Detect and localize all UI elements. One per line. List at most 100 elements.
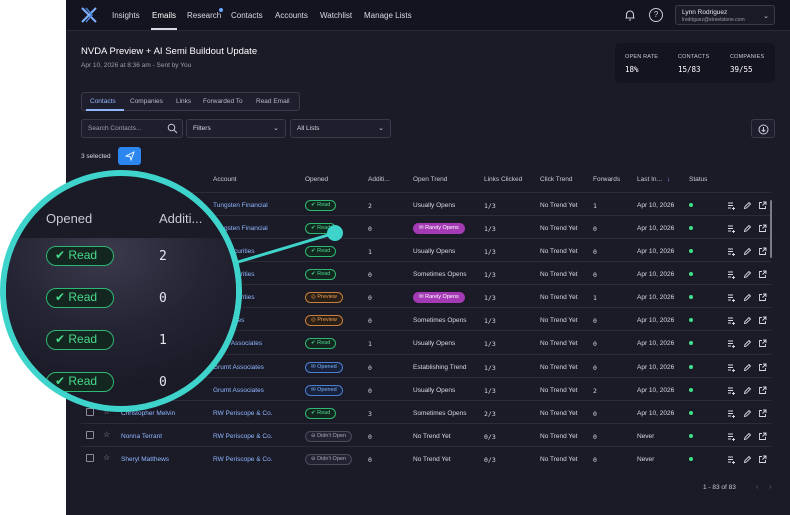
edit-icon[interactable] (743, 270, 752, 279)
nav-research[interactable]: Research (187, 11, 222, 20)
nav-manage-lists[interactable]: Manage Lists (364, 11, 412, 20)
col-status[interactable]: Status (689, 176, 708, 183)
nav-watchlist[interactable]: Watchlist (320, 11, 353, 20)
contact-name-link[interactable]: Nonna Terrant (121, 433, 163, 440)
forwards-count: 0 (593, 456, 597, 464)
status-dot (689, 411, 693, 415)
detail-tabs: Contacts Companies Links Forwarded To Re… (81, 92, 300, 111)
col-opened[interactable]: Opened (305, 176, 329, 183)
col-links-clicked[interactable]: Links Clicked (484, 176, 523, 183)
app-logo-icon[interactable] (81, 7, 97, 23)
row-checkbox[interactable] (86, 408, 94, 416)
account-link[interactable]: Grumt Associates (213, 387, 264, 394)
account-link[interactable]: Grumt Associates (213, 364, 264, 371)
open-external-icon[interactable] (758, 455, 767, 464)
tab-links[interactable]: Links (176, 98, 192, 105)
send-button[interactable] (118, 147, 141, 165)
edit-icon[interactable] (743, 316, 752, 325)
open-external-icon[interactable] (758, 432, 767, 441)
edit-icon[interactable] (743, 201, 752, 210)
add-to-list-icon[interactable] (727, 293, 736, 302)
open-external-icon[interactable] (758, 270, 767, 279)
add-to-list-icon[interactable] (727, 201, 736, 210)
filters-select[interactable]: Filters ⌄ (186, 119, 286, 138)
tab-read-email[interactable]: Read Email (256, 98, 290, 105)
edit-icon[interactable] (743, 224, 752, 233)
add-to-list-icon[interactable] (727, 339, 736, 348)
edit-icon[interactable] (743, 409, 752, 418)
star-icon[interactable]: ☆ (103, 407, 111, 416)
row-divider (81, 192, 771, 193)
account-link[interactable]: RW Periscope & Co. (213, 433, 273, 440)
edit-icon[interactable] (743, 363, 752, 372)
links-clicked: 1/3 (484, 317, 496, 325)
open-external-icon[interactable] (758, 409, 767, 418)
download-button[interactable] (751, 119, 775, 138)
add-to-list-icon[interactable] (727, 363, 736, 372)
open-external-icon[interactable] (758, 293, 767, 302)
col-additional[interactable]: Additi... (368, 176, 390, 183)
add-to-list-icon[interactable] (727, 432, 736, 441)
add-to-list-icon[interactable] (727, 270, 736, 279)
edit-icon[interactable] (743, 386, 752, 395)
tab-contacts[interactable]: Contacts (90, 98, 116, 105)
nav-contacts[interactable]: Contacts (231, 11, 263, 20)
open-external-icon[interactable] (758, 224, 767, 233)
nav-insights[interactable]: Insights (112, 11, 140, 20)
status-dot (689, 226, 693, 230)
star-icon[interactable]: ☆ (103, 453, 111, 462)
search-placeholder: Search Contacts... (88, 125, 142, 132)
tab-companies[interactable]: Companies (130, 98, 163, 105)
open-external-icon[interactable] (758, 247, 767, 256)
add-to-list-icon[interactable] (727, 247, 736, 256)
user-menu[interactable]: Lynn Rodriguez lrodriguez@streetstone.co… (675, 5, 775, 25)
tab-forwarded-to[interactable]: Forwarded To (203, 98, 243, 105)
selection-count: 3 selected (81, 153, 111, 160)
edit-icon[interactable] (743, 455, 752, 464)
row-divider (81, 446, 771, 447)
opened-status-label: Didn't Open (317, 456, 347, 462)
open-external-icon[interactable] (758, 386, 767, 395)
prev-page-icon[interactable]: ‹ (756, 484, 759, 491)
edit-icon[interactable] (743, 247, 752, 256)
add-to-list-icon[interactable] (727, 386, 736, 395)
col-forwards[interactable]: Forwards (593, 176, 621, 183)
edit-icon[interactable] (743, 293, 752, 302)
magnified-additional: 0 (159, 291, 167, 306)
contact-name-link[interactable]: Christopher Melvin (121, 410, 176, 417)
star-icon[interactable]: ☆ (103, 430, 111, 439)
col-open-trend[interactable]: Open Trend (413, 176, 448, 183)
account-link[interactable]: Tungsten Financial (213, 225, 268, 232)
open-external-icon[interactable] (758, 339, 767, 348)
search-input[interactable]: Search Contacts... (81, 119, 183, 138)
col-account[interactable]: Account (213, 176, 237, 183)
add-to-list-icon[interactable] (727, 455, 736, 464)
forwards-count: 0 (593, 410, 597, 418)
row-checkbox[interactable] (86, 431, 94, 439)
open-external-icon[interactable] (758, 201, 767, 210)
account-link[interactable]: RW Periscope & Co. (213, 410, 273, 417)
bell-icon[interactable] (623, 8, 637, 22)
next-page-icon[interactable]: › (769, 484, 772, 491)
account-link[interactable]: RW Periscope & Co. (213, 456, 273, 463)
open-external-icon[interactable] (758, 363, 767, 372)
add-to-list-icon[interactable] (727, 409, 736, 418)
add-to-list-icon[interactable] (727, 316, 736, 325)
account-link[interactable]: Tungsten Financial (213, 202, 268, 209)
col-last-interaction[interactable]: Last In... (637, 176, 662, 183)
edit-icon[interactable] (743, 339, 752, 348)
help-icon[interactable]: ? (649, 8, 663, 22)
account-link[interactable]: Grunt Associates (213, 340, 263, 347)
col-click-trend[interactable]: Click Trend (540, 176, 573, 183)
nav-accounts[interactable]: Accounts (275, 11, 308, 20)
nav-emails[interactable]: Emails (152, 11, 177, 20)
sort-desc-icon[interactable]: ↓ (667, 176, 671, 183)
open-external-icon[interactable] (758, 316, 767, 325)
contact-name-link[interactable]: Sheryl Matthews (121, 456, 170, 463)
edit-icon[interactable] (743, 432, 752, 441)
links-clicked: 1/3 (484, 364, 496, 372)
row-checkbox[interactable] (86, 454, 94, 462)
table-scrollbar[interactable] (770, 200, 772, 258)
add-to-list-icon[interactable] (727, 224, 736, 233)
lists-select[interactable]: All Lists ⌄ (290, 119, 391, 138)
